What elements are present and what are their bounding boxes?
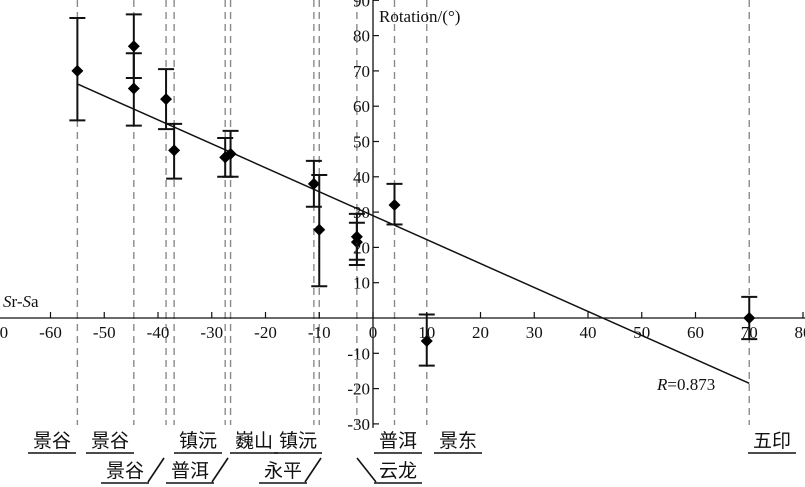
point-marker [313,223,326,236]
location-label: 景谷 [91,430,129,452]
y-tick-label: -30 [347,415,370,434]
point-marker [350,230,363,243]
location-label: 永平 [264,460,302,482]
y-tick-label: -20 [347,380,370,399]
location-label: 镇沅 [279,430,317,452]
data-point [69,16,86,122]
x-tick-label: 60 [687,323,704,342]
x-tick-label: 40 [580,323,597,342]
data-points [69,13,758,367]
location-label: 五印 [753,430,791,452]
y-tick-label: 50 [353,133,370,152]
data-point [386,182,403,226]
trend-line [77,83,750,384]
x-tick-label: 20 [472,323,489,342]
y-tick-label: 70 [353,62,370,81]
trend-line-group [77,83,750,384]
point-marker [307,177,320,190]
location-connector [304,457,322,483]
point-marker [388,199,401,212]
point-marker [127,82,140,95]
data-point [158,68,175,131]
location-label: 景东 [439,430,477,452]
x-tick-label: -60 [39,323,62,342]
x-tick-label: -10 [308,323,331,342]
y-axis-label: Rotation/(°) [379,7,460,26]
location-connector [211,457,229,483]
data-point [125,52,142,127]
data-point [311,174,328,288]
y-tick-label: 80 [353,27,370,46]
x-tick-label: 0 [369,323,378,342]
location-label: 普洱 [379,430,417,452]
y-tick-label: 40 [353,168,370,187]
x-tick-label: -30 [200,323,223,342]
axes: -70 -60 -50 -40 -30 -20 -10 0 10 20 30 40 50 60 70 80 -3… [0,0,805,434]
x-axis-label: Sr-Sa [3,292,39,311]
y-tick-label: 90 [353,0,370,10]
x-tick-label: -50 [93,323,116,342]
point-marker [420,334,433,347]
point-marker [127,40,140,53]
y-tick-label: 10 [353,274,370,293]
point-marker [168,144,181,157]
x-tick-label: -40 [147,323,170,342]
location-label: 巍山 [235,430,273,452]
data-point [166,122,183,180]
data-point [222,129,239,178]
data-point [348,212,365,261]
location-label: 镇沅 [179,430,217,452]
correlation-annotation: R=0.873 [656,375,715,394]
y-tick-label: 60 [353,97,370,116]
data-point [418,313,435,367]
point-marker [743,312,756,324]
point-marker [160,93,173,106]
location-label: 景谷 [106,460,144,482]
location-label: 云龙 [379,460,417,482]
x-tick-label: 80 [795,323,805,342]
x-tick-label: -70 [0,323,8,342]
point-marker [71,64,84,77]
location-connector [147,457,165,483]
location-label: 普洱 [171,460,209,482]
x-tick-label: -20 [254,323,277,342]
x-tick-label: 30 [526,323,543,342]
location-label: 景谷 [33,430,71,452]
y-tick-label: -10 [347,344,370,363]
data-point [741,295,758,341]
point-marker [224,147,237,160]
location-connector [356,457,377,483]
